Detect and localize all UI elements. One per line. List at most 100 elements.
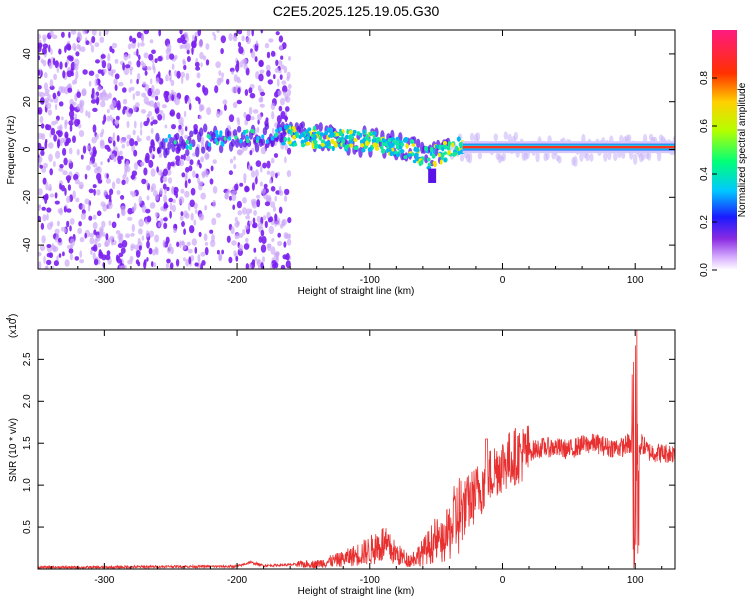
spectrogram-cluster-point: [403, 155, 408, 160]
spectrogram-noise-blob: [162, 175, 168, 183]
spectrogram-noise-blob: [229, 195, 232, 201]
spectrogram-cluster-point: [374, 146, 380, 151]
spectrogram-noise-blob: [136, 78, 139, 85]
spectrogram-noise-blob: [110, 237, 114, 246]
spectrogram-noise-blob: [38, 33, 42, 40]
spectrogram-noise-blob: [143, 52, 149, 59]
spectrogram-noise-blob: [200, 156, 205, 163]
spectrogram-noise-blob: [249, 220, 253, 225]
spectrogram-noise-blob: [38, 85, 42, 90]
spectrogram-noise-blob: [195, 66, 201, 71]
spectrogram-cluster-point: [387, 137, 392, 143]
spectrogram-noise-blob: [287, 83, 292, 89]
spectrogram-noise-blob: [270, 246, 276, 255]
spectrogram-noise-blob: [192, 34, 195, 41]
spectrogram-noise-blob: [39, 115, 44, 124]
spectrogram-noise-blob: [57, 129, 63, 138]
spectrogram-noise-blob: [65, 43, 71, 50]
spectrogram-noise-blob: [189, 225, 195, 234]
spectrogram-noise-blob: [127, 207, 133, 215]
spectrogram-noise-blob: [96, 98, 99, 106]
spectrogram-noise-blob: [231, 240, 237, 246]
spectrogram-noise-blob: [54, 192, 58, 199]
spectrogram-noise-blob: [153, 65, 156, 74]
spectrogram-cluster-point: [371, 138, 376, 143]
spectrogram-noise-blob: [76, 91, 81, 98]
spectrogram-noise-blob: [174, 54, 178, 60]
spectrogram-noise-blob: [59, 140, 63, 147]
spectrogram-noise-blob: [133, 149, 138, 157]
spectrogram-cluster-point: [223, 136, 227, 141]
spectrogram-noise-blob: [84, 232, 87, 239]
spectrogram-noise-blob: [169, 202, 173, 211]
spectrogram-noise-blob: [259, 96, 264, 103]
spectrogram-noise-blob: [262, 162, 267, 169]
spectrogram-noise-blob: [189, 199, 195, 208]
spectrogram-noise-blob: [183, 64, 187, 71]
spectrogram-noise-blob: [69, 253, 73, 261]
spectrogram-cluster-point: [298, 134, 302, 139]
spectrogram-noise-blob: [202, 85, 206, 93]
spectrogram-cluster-point: [320, 139, 326, 144]
spectrogram-noise-blob: [220, 35, 226, 44]
spectrogram-noise-blob: [178, 196, 185, 205]
spectrogram-noise-blob: [204, 170, 209, 178]
spectrogram-noise-blob: [42, 43, 49, 49]
spectrogram-cluster-point: [173, 140, 177, 145]
spectrogram-noise-blob: [287, 217, 292, 224]
spectrogram-noise-blob: [91, 36, 96, 44]
spectrogram-noise-blob: [126, 140, 130, 147]
spectrogram-noise-blob: [105, 233, 109, 241]
spectrogram-noise-blob: [232, 35, 238, 42]
spectrogram-noise-blob: [128, 66, 134, 71]
spectrogram-noise-blob: [216, 110, 221, 118]
spectrogram-noise-blob: [172, 199, 176, 204]
spectrogram-noise-blob: [158, 222, 161, 228]
spectrogram-noise-blob: [250, 50, 256, 59]
spectrogram-cluster-point: [424, 145, 429, 152]
spectrogram-noise-blob: [221, 249, 225, 255]
spectrogram-noise-blob: [260, 91, 266, 97]
spectrogram-noise-blob: [234, 233, 238, 240]
spectrogram-noise-blob: [227, 188, 230, 195]
spectrogram-noise-blob: [205, 43, 210, 50]
spectrogram-noise-blob: [167, 161, 171, 171]
spectrogram-noise-blob: [169, 71, 172, 80]
spectrogram-cluster-point: [234, 135, 238, 140]
spectrogram-noise-blob: [104, 30, 109, 36]
spectrogram-noise-blob: [267, 217, 272, 223]
spectrogram-noise-blob: [103, 68, 107, 74]
spectrogram-noise-blob: [151, 84, 155, 93]
spectrogram-noise-blob: [130, 174, 136, 180]
spectrogram-noise-blob: [46, 222, 53, 230]
spectrogram-noise-blob: [91, 246, 96, 251]
spectrogram-noise-blob: [54, 237, 58, 243]
spectrogram-track-halo: [264, 123, 270, 130]
spectrogram-cluster-point: [246, 138, 250, 144]
spectrogram-noise-blob: [60, 226, 67, 232]
spectrogram-track-halo: [573, 155, 578, 167]
spectrogram-noise-blob: [282, 85, 288, 93]
spectrogram-noise-blob: [88, 160, 93, 165]
spectrogram-cluster-point: [327, 140, 331, 146]
spectrogram-noise-blob: [226, 78, 230, 85]
spectrogram-noise-blob: [62, 137, 67, 143]
spectrogram-cluster-point: [437, 152, 441, 158]
spectrogram-cluster-point: [415, 156, 420, 162]
spectrogram-noise-blob: [109, 188, 114, 196]
spectrogram-cluster-point: [281, 141, 286, 146]
spectrogram-noise-blob: [266, 170, 271, 175]
spectrogram-cluster-point: [380, 145, 384, 150]
spectrogram-noise-blob: [174, 97, 180, 106]
spectrogram-noise-blob: [239, 233, 244, 239]
spectrogram-noise-blob: [255, 176, 258, 185]
spectrogram-noise-blob: [40, 58, 44, 64]
spectrogram-noise-blob: [75, 197, 80, 203]
spectrogram-noise-blob: [57, 237, 62, 243]
spectrogram-noise-blob: [68, 147, 73, 155]
spectrogram-noise-blob: [251, 198, 257, 205]
spectrogram-noise-blob: [165, 236, 170, 244]
spectrogram-noise-blob: [149, 39, 154, 44]
spectrogram-noise-blob: [163, 222, 168, 229]
spectrogram-noise-blob: [48, 252, 54, 259]
